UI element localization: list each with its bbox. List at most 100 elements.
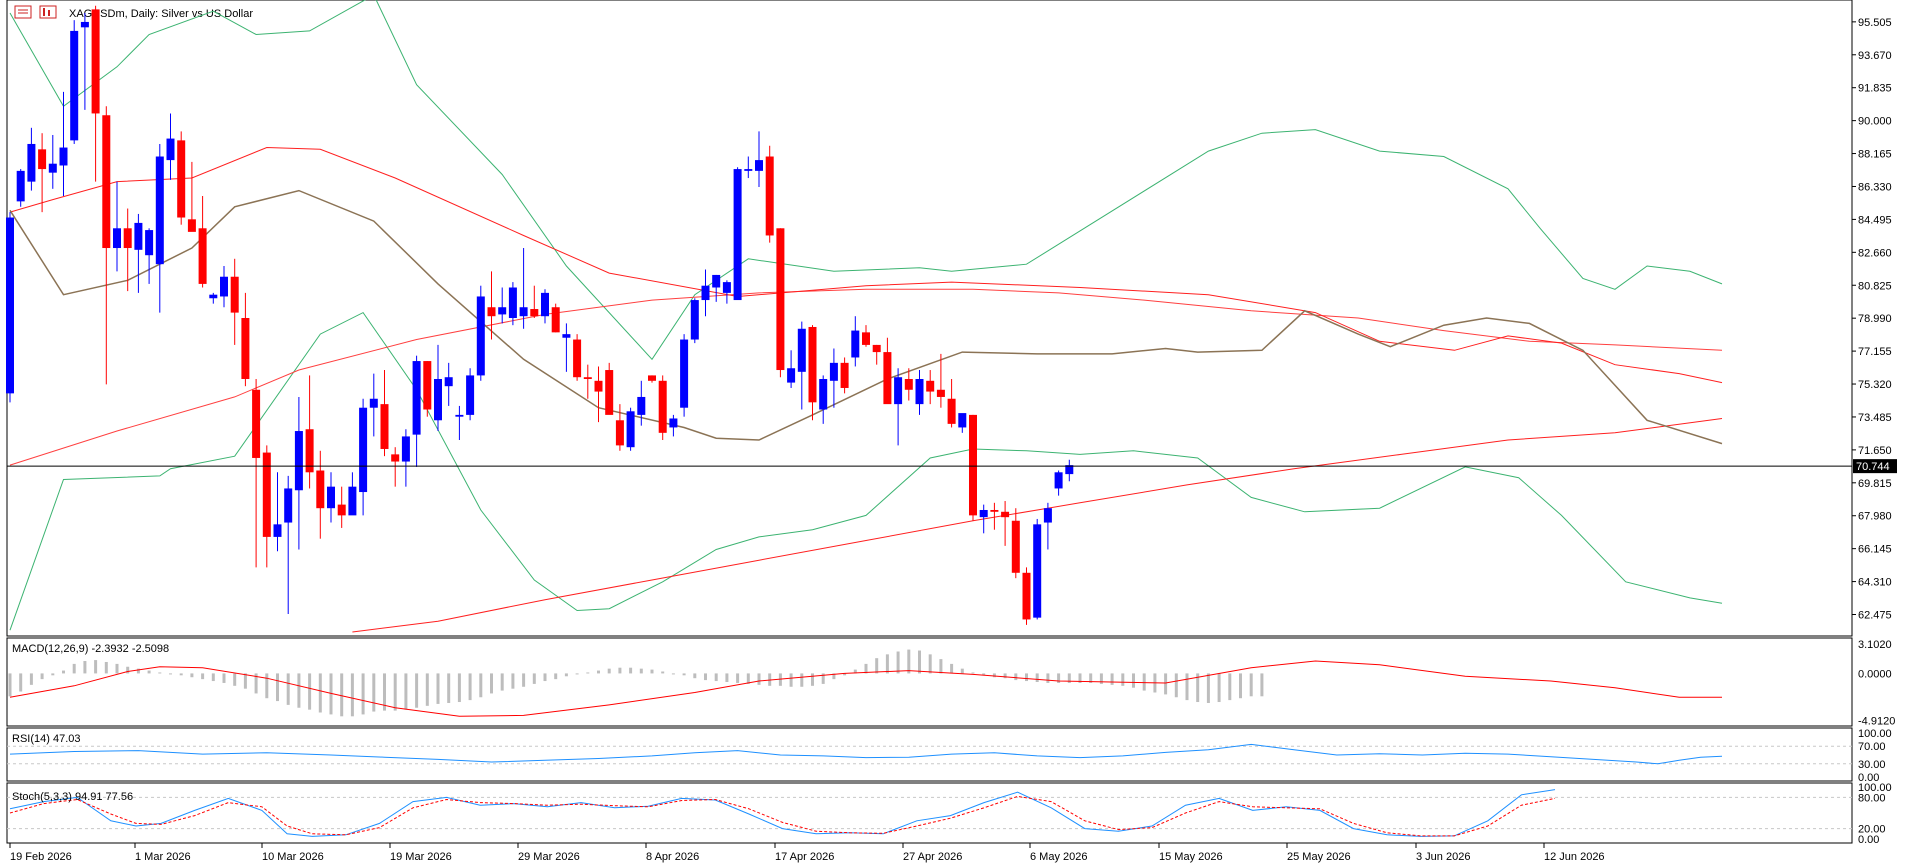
macd-histogram-bar	[83, 661, 87, 674]
candle-bear	[487, 307, 496, 317]
price-tick-label: 90.000	[1858, 116, 1892, 128]
candle-bull	[562, 334, 571, 338]
candle-bear	[380, 404, 389, 449]
macd-histogram-bar	[329, 673, 333, 715]
macd-histogram-bar	[832, 673, 836, 680]
price-tick-label: 69.815	[1858, 478, 1892, 490]
macd-histogram-bar	[1217, 673, 1221, 703]
moving-average-fast-line	[9, 189, 1723, 445]
macd-histogram-bar	[607, 668, 611, 674]
moving-average-slow-line	[9, 288, 1723, 466]
candle-bull	[701, 285, 710, 301]
time-tick-label: 3 Jun 2026	[1416, 851, 1470, 863]
candle-bull	[155, 156, 164, 265]
rsi-tick-label: 0.00	[1858, 772, 1879, 784]
macd-histogram-bar	[629, 667, 633, 674]
candle-bull	[787, 368, 796, 383]
candle-bull	[294, 431, 303, 491]
time-tick-label: 12 Jun 2026	[1544, 851, 1605, 863]
macd-histogram-bar	[468, 673, 472, 701]
macd-histogram-bar	[115, 663, 119, 674]
macd-histogram-bar	[94, 660, 98, 674]
macd-histogram-bar	[671, 673, 675, 675]
price-tick-label: 67.980	[1858, 511, 1892, 523]
price-tick-label: 95.505	[1858, 17, 1892, 29]
candle-bull	[166, 138, 175, 161]
moving-average-long-line	[352, 418, 1723, 633]
price-tick-label: 78.990	[1858, 313, 1892, 325]
price-tick-label: 93.670	[1858, 50, 1892, 62]
candle-bull	[209, 294, 218, 299]
macd-histogram-bar	[757, 673, 761, 685]
candle-bear	[872, 344, 881, 353]
time-tick-label: 25 May 2026	[1287, 851, 1351, 863]
candle-bull	[1065, 465, 1074, 475]
macd-histogram-bar	[490, 673, 493, 694]
stoch-tick-label: 0.00	[1858, 834, 1879, 846]
candle-bull	[220, 276, 228, 297]
macd-histogram-bar	[789, 673, 793, 687]
macd-histogram-bar	[126, 666, 130, 674]
macd-histogram-bar	[1057, 673, 1061, 683]
time-tick-label: 27 Apr 2026	[903, 851, 962, 863]
macd-histogram-bar	[318, 673, 322, 713]
current-price-marker	[1853, 459, 1897, 474]
macd-histogram-bar	[308, 673, 312, 710]
macd-histogram-bar	[40, 673, 44, 680]
candle-bull	[434, 379, 442, 421]
price-tick-label: 91.835	[1858, 83, 1892, 95]
candle-bear	[840, 362, 849, 388]
macd-histogram-bar	[62, 670, 65, 674]
candle-bull	[508, 287, 517, 318]
macd-panel-frame	[6, 637, 1853, 727]
candle-bear	[198, 228, 207, 284]
candle-bear	[615, 420, 624, 446]
macd-histogram-bar	[104, 661, 108, 674]
window-list-icon[interactable]	[14, 5, 32, 19]
macd-histogram-bar	[896, 651, 900, 674]
candle-bear	[187, 219, 196, 232]
macd-histogram-bar	[415, 673, 419, 708]
price-tick-label: 73.485	[1858, 412, 1892, 424]
symbol-header: XAGUSDm, Daily: Silver vs US Dollar	[14, 5, 253, 20]
macd-histogram-bar	[1121, 673, 1125, 686]
current-price-label: 70.744	[1856, 461, 1890, 473]
candle-bear	[305, 429, 314, 473]
candle-bull	[829, 362, 838, 381]
candle-bull	[680, 339, 689, 408]
macd-histogram-bar	[1185, 673, 1189, 701]
candle-bear	[904, 379, 913, 390]
stoch-tick-label: 100.00	[1858, 782, 1892, 794]
symbol-title: XAGUSDm, Daily: Silver vs US Dollar	[69, 8, 253, 20]
candle-bull	[498, 307, 507, 315]
macd-histogram-bar	[457, 673, 461, 703]
macd-histogram-bar	[383, 673, 386, 711]
macd-histogram-bar	[714, 673, 718, 682]
macd-histogram-bar	[532, 673, 536, 684]
macd-histogram-bar	[885, 654, 889, 674]
time-tick-label: 29 Mar 2026	[518, 851, 580, 863]
price-tick-label: 77.155	[1858, 346, 1892, 358]
macd-tick-label: -4.9120	[1858, 715, 1895, 727]
macd-histogram-bar	[1035, 673, 1039, 682]
candle-bear	[594, 380, 603, 392]
macd-histogram-bar	[254, 673, 258, 694]
macd-histogram-bar	[960, 668, 964, 674]
price-tick-label: 66.145	[1858, 544, 1892, 556]
candle-bull	[755, 160, 763, 171]
macd-histogram-bar	[265, 673, 269, 699]
rsi-label: RSI(14) 47.03	[12, 733, 80, 745]
candle-bull	[915, 379, 924, 405]
stochastic-panel	[7, 789, 1852, 837]
candle-bull	[1033, 524, 1042, 618]
candle-bear	[230, 276, 239, 313]
macd-histogram-bar	[1260, 673, 1264, 697]
macd-histogram-bar	[575, 673, 579, 675]
candle-bear	[262, 452, 271, 537]
macd-histogram-bar	[500, 673, 504, 691]
candle-bull	[455, 414, 464, 417]
macd-histogram-bar	[736, 673, 740, 683]
macd-histogram-bar	[1089, 673, 1093, 683]
candle-bull	[134, 222, 143, 250]
